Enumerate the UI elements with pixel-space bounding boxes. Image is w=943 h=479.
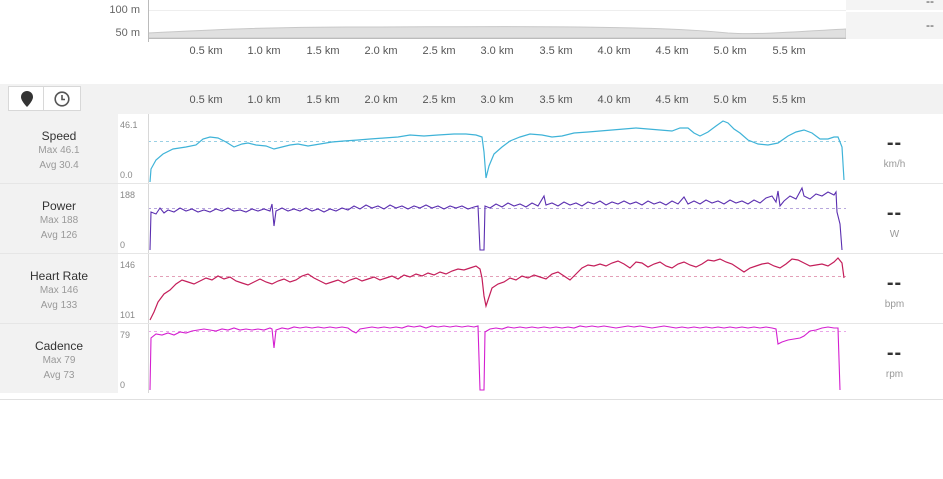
metric-row-speed[interactable]: Speed Max 46.1 Avg 30.4 46.1 0.0 -- km/h <box>0 114 943 184</box>
heart-rate-line <box>149 257 845 321</box>
time-view-button[interactable] <box>43 86 81 111</box>
metric-max: Max 46.1 <box>38 145 80 156</box>
axis-4.5: 4.5 km <box>655 94 689 106</box>
metric-value-panel: -- W <box>846 184 943 253</box>
elev-axis-5.5: 5.5 km <box>772 45 806 57</box>
elev-axis-1.0: 1.0 km <box>247 45 281 57</box>
metric-summary: Heart Rate Max 146 Avg 133 <box>0 254 118 323</box>
metric-value-panel: -- km/h <box>846 114 943 183</box>
elevation-right-panel: -- <box>846 12 943 39</box>
elev-axis-0.5: 0.5 km <box>189 45 223 57</box>
metric-current-value: -- <box>886 272 903 294</box>
distance-view-button[interactable] <box>8 86 46 111</box>
clock-icon <box>54 90 70 107</box>
metric-unit: rpm <box>885 369 904 380</box>
row-divider <box>0 183 943 184</box>
metric-summary: Cadence Max 79 Avg 73 <box>0 324 118 393</box>
metric-max: Max 146 <box>39 285 79 296</box>
axis-3.5: 3.5 km <box>539 94 573 106</box>
metric-row-cadence[interactable]: Cadence Max 79 Avg 73 79 0 -- rpm <box>0 324 943 394</box>
elev-axis-5.0: 5.0 km <box>713 45 747 57</box>
metric-row-heart-rate[interactable]: Heart Rate Max 146 Avg 133 146 101 -- bp… <box>0 254 943 324</box>
speed-line <box>149 120 845 183</box>
elev-axis-1.5: 1.5 km <box>306 45 340 57</box>
cadence-line <box>149 325 841 391</box>
axis-4.0: 4.0 km <box>597 94 631 106</box>
y-min-label: 0.0 <box>120 170 133 180</box>
speed-chart[interactable] <box>148 114 846 183</box>
y-min-label: 0 <box>120 380 126 390</box>
cadence-chart[interactable] <box>148 324 846 393</box>
elevation-right-panel-top: -- <box>846 0 943 10</box>
map-pin-icon <box>21 90 33 107</box>
elevation-value: -- <box>926 18 934 32</box>
axis-1.0: 1.0 km <box>247 94 281 106</box>
metric-max: Max 79 <box>42 355 76 366</box>
metric-summary: Power Max 188 Avg 126 <box>0 184 118 253</box>
metric-unit: km/h <box>883 159 906 170</box>
axis-1.5: 1.5 km <box>306 94 340 106</box>
metric-avg: Avg 133 <box>40 300 78 311</box>
metric-summary: Speed Max 46.1 Avg 30.4 <box>0 114 118 183</box>
metric-current-value: -- <box>886 202 903 224</box>
y-max-label: 146 <box>120 260 136 270</box>
elev-axis-3.5: 3.5 km <box>539 45 573 57</box>
elevation-tick-100: 100 m <box>109 4 140 16</box>
row-divider <box>0 323 943 324</box>
metric-avg: Avg 73 <box>43 370 75 381</box>
elev-axis-4.5: 4.5 km <box>655 45 689 57</box>
elevation-tick-50: 50 m <box>115 27 140 39</box>
elevation-value-top: -- <box>926 0 934 8</box>
row-divider <box>0 253 943 254</box>
metric-row-power[interactable]: Power Max 188 Avg 126 188 0 -- W <box>0 184 943 254</box>
metric-value-panel: -- rpm <box>846 324 943 393</box>
metric-title: Heart Rate <box>29 269 89 283</box>
metric-avg: Avg 30.4 <box>39 160 79 171</box>
y-max-label: 188 <box>120 190 136 200</box>
axis-5.0: 5.0 km <box>713 94 747 106</box>
power-chart[interactable] <box>148 184 846 253</box>
metric-unit: bpm <box>884 299 905 310</box>
metric-unit: W <box>889 229 900 240</box>
metric-title: Speed <box>41 129 77 143</box>
metric-current-value: -- <box>886 132 903 154</box>
elevation-chart-area: 100 m 50 m -- -- <box>0 0 943 60</box>
elev-axis-3.0: 3.0 km <box>480 45 514 57</box>
metric-title: Cadence <box>34 339 84 353</box>
elev-axis-4.0: 4.0 km <box>597 45 631 57</box>
charts-bottom-border <box>0 399 943 400</box>
metric-max: Max 188 <box>39 215 79 226</box>
y-min-label: 101 <box>120 310 136 320</box>
axis-2.5: 2.5 km <box>422 94 456 106</box>
metric-title: Power <box>41 199 76 213</box>
elevation-profile <box>148 0 846 42</box>
axis-3.0: 3.0 km <box>480 94 514 106</box>
metric-avg: Avg 126 <box>40 230 78 241</box>
metric-current-value: -- <box>886 342 903 364</box>
heart-rate-chart[interactable] <box>148 254 846 323</box>
y-max-label: 46.1 <box>120 120 138 130</box>
power-line <box>149 186 843 251</box>
axis-2.0: 2.0 km <box>364 94 398 106</box>
axis-0.5: 0.5 km <box>189 94 223 106</box>
elev-axis-2.0: 2.0 km <box>364 45 398 57</box>
axis-5.5: 5.5 km <box>772 94 806 106</box>
y-min-label: 0 <box>120 240 126 250</box>
chart-toolbar <box>0 84 943 114</box>
y-max-label: 79 <box>120 330 131 340</box>
elev-axis-2.5: 2.5 km <box>422 45 456 57</box>
metric-value-panel: -- bpm <box>846 254 943 323</box>
